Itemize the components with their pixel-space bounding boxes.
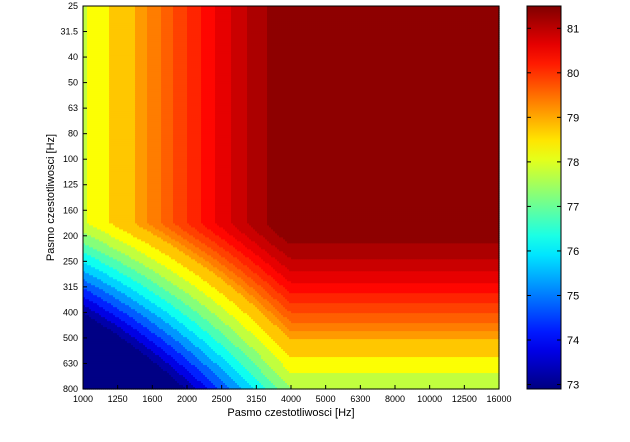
plot-area <box>83 6 500 390</box>
contour-fills <box>83 6 500 390</box>
